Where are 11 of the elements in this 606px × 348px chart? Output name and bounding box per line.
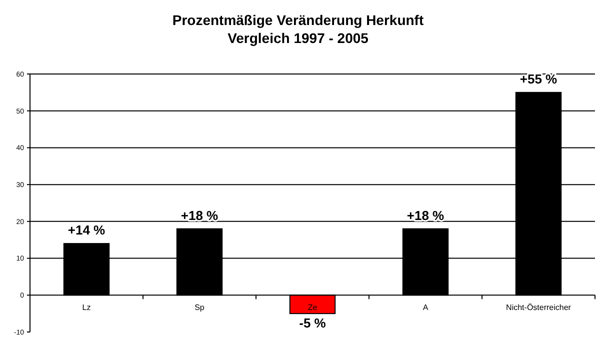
data-label: +18 % [180,208,219,223]
chart-title: Prozentmäßige Veränderung Herkunft Vergleich 1997 - 2005 [172,12,424,46]
x-tick-label: Sp [194,303,205,312]
data-label: +18 % [406,208,445,223]
data-label: +14 % [68,222,106,238]
x-tick-label: A [422,303,429,312]
x-tick-label: Ze [308,303,318,312]
x-tick-label: Nicht-Österreicher [506,303,572,312]
data-label: +55 % [520,71,558,86]
data-label: -5 % [299,316,326,331]
x-tick-label: Lz [82,303,91,312]
